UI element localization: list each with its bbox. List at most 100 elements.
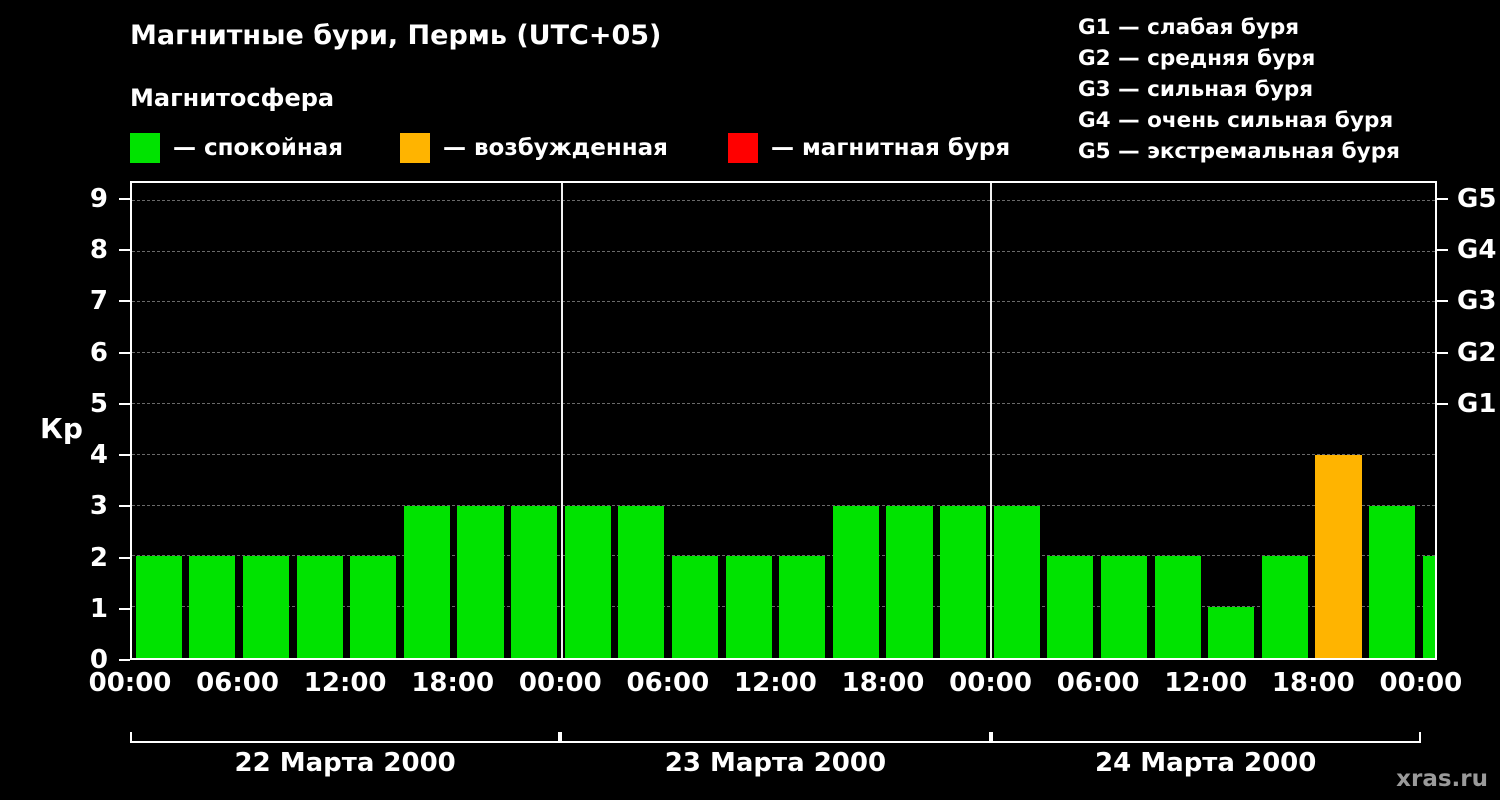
x-tick-label: 06:00 [626, 668, 710, 698]
legend-item-storm: — магнитная буря [728, 131, 1010, 165]
kp-bar [1047, 556, 1094, 658]
g-level-label: G2 [1457, 337, 1497, 368]
g-scale-legend: G1 — слабая буря G2 — средняя буря G3 — … [1078, 12, 1400, 167]
kp-bar [1422, 556, 1435, 658]
kp-bar [350, 556, 397, 658]
x-tick-label: 00:00 [518, 668, 602, 698]
g-tick-mark [1437, 300, 1448, 303]
y-tick-mark [119, 249, 130, 252]
g-legend-line-g5: G5 — экстремальная буря [1078, 139, 1400, 164]
legend-item-label: — магнитная буря [771, 135, 1011, 161]
y-tick-mark [119, 607, 130, 610]
kp-bar [296, 556, 343, 658]
gridline-kp-9 [132, 199, 1435, 201]
y-tick-mark [119, 454, 130, 457]
y-tick-mark [119, 197, 130, 200]
kp-bar [618, 505, 665, 658]
x-tick-label: 06:00 [1056, 668, 1140, 698]
legend-item-excited: — возбужденная [400, 131, 668, 165]
y-tick-mark [119, 556, 130, 559]
legend-item-label: — спокойная [173, 135, 344, 161]
y-tick-mark [119, 402, 130, 405]
y-tick-mark [119, 300, 130, 303]
g-level-label: G1 [1457, 388, 1497, 419]
g-legend-line-g1: G1 — слабая буря [1078, 15, 1300, 40]
x-tick-label: 18:00 [841, 668, 925, 698]
storm-color-swatch [728, 133, 758, 163]
y-tick-label: 5 [89, 388, 108, 419]
y-tick-label: 6 [89, 337, 108, 368]
x-tick-label: 18:00 [1271, 668, 1355, 698]
quiet-color-swatch [130, 133, 160, 163]
x-tick-label: 00:00 [949, 668, 1032, 698]
x-tick-label: 12:00 [303, 668, 387, 698]
watermark: xras.ru [1396, 766, 1488, 792]
kp-bar [242, 556, 290, 658]
kp-bar [189, 556, 236, 658]
y-tick-label: 3 [89, 491, 108, 522]
kp-bar [725, 556, 772, 658]
g-legend-line-g4: G4 — очень сильная буря [1078, 108, 1394, 133]
legend-item-quiet: — спокойная [130, 131, 343, 165]
x-tick-label: 12:00 [1164, 668, 1248, 698]
kp-bar [940, 505, 987, 658]
x-tick-label: 18:00 [411, 668, 495, 698]
date-label: 24 Марта 2000 [1095, 748, 1317, 778]
date-label: 22 Марта 2000 [234, 748, 456, 778]
y-tick-label: 8 [89, 235, 108, 266]
g-legend-line-g2: G2 — средняя буря [1078, 46, 1316, 71]
g-tick-mark [1437, 351, 1448, 354]
g-level-label: G5 [1457, 183, 1497, 214]
kp-bar [993, 505, 1040, 658]
y-axis: 0 1 2 3 4 5 6 7 8 9 [0, 181, 130, 675]
y-axis-title: Кр [40, 412, 83, 445]
day-bracket [990, 732, 1421, 743]
g-tick-mark [1437, 402, 1448, 405]
gridline-kp-2 [132, 555, 1435, 557]
g-tick-mark [1437, 197, 1448, 200]
kp-bar [403, 505, 450, 658]
gridline-kp-6 [132, 352, 1435, 354]
x-tick-label: 00:00 [88, 668, 172, 698]
plot-area [130, 181, 1437, 660]
date-label: 23 Марта 2000 [664, 748, 887, 778]
gridline-kp-3 [132, 504, 1435, 506]
y-tick-label: 9 [89, 183, 108, 214]
g-tick-mark [1437, 249, 1448, 252]
g-legend-line-g3: G3 — сильная буря [1078, 77, 1314, 102]
kp-bar [886, 505, 933, 658]
gridline-kp-5 [132, 403, 1435, 404]
day-bracket [130, 732, 561, 743]
kp-bar [1154, 556, 1201, 658]
legend: — спокойная — возбужденная — магнитная б… [0, 131, 1500, 165]
kp-bar [1208, 607, 1255, 658]
y-tick-label: 0 [89, 645, 108, 675]
day-bracket [560, 732, 991, 743]
x-axis: 00:00 06:00 12:00 18:00 00:00 06:00 12:00 18:00… [89, 668, 1463, 702]
legend-item-label: — возбужденная [443, 135, 668, 161]
gridline-kp-7 [132, 301, 1435, 303]
y-tick-label: 7 [89, 286, 108, 317]
kp-bar [779, 556, 826, 658]
date-axis: 22 Марта 2000 23 Марта 2000 24 Марта 2000 [130, 728, 1437, 794]
y-tick-label: 4 [89, 440, 108, 471]
kp-bar [671, 556, 719, 658]
kp-bar [1100, 556, 1148, 658]
y-tick-label: 2 [89, 542, 108, 573]
kp-bar [1369, 505, 1416, 658]
kp-bar [1315, 454, 1362, 658]
g-level-label: G4 [1457, 235, 1497, 266]
x-tick-label: 00:00 [1379, 668, 1463, 698]
kp-bar [135, 556, 182, 658]
day-separator [989, 183, 992, 658]
kp-bar [564, 505, 611, 658]
x-tick-label: 12:00 [734, 668, 817, 698]
y-tick-mark [119, 505, 130, 508]
y-tick-mark [119, 659, 130, 661]
excited-color-swatch [400, 133, 430, 163]
kp-bar [832, 505, 879, 658]
right-g-axis: G1 G2 G3 G4 G5 [1437, 181, 1500, 660]
y-tick-label: 1 [89, 593, 108, 624]
gridline-kp-8 [132, 250, 1435, 252]
